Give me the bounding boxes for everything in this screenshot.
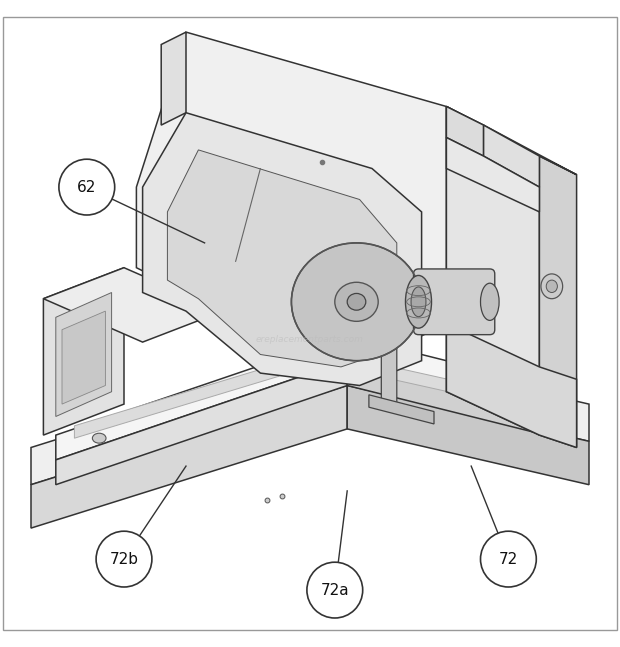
- Ellipse shape: [291, 243, 422, 360]
- Ellipse shape: [347, 294, 366, 310]
- Polygon shape: [43, 268, 124, 435]
- Polygon shape: [43, 268, 223, 342]
- Polygon shape: [446, 107, 539, 435]
- Polygon shape: [446, 324, 577, 448]
- Polygon shape: [484, 125, 539, 187]
- Polygon shape: [347, 386, 589, 485]
- Circle shape: [59, 159, 115, 215]
- Text: ereplacementparts.com: ereplacementparts.com: [256, 334, 364, 344]
- Circle shape: [480, 531, 536, 587]
- Polygon shape: [347, 360, 570, 441]
- Polygon shape: [539, 156, 577, 448]
- Polygon shape: [381, 296, 397, 407]
- Polygon shape: [74, 364, 279, 438]
- Polygon shape: [446, 107, 577, 175]
- Polygon shape: [56, 292, 112, 417]
- Polygon shape: [446, 138, 539, 212]
- Polygon shape: [56, 336, 570, 460]
- Polygon shape: [143, 113, 422, 386]
- Polygon shape: [167, 150, 397, 367]
- Ellipse shape: [411, 287, 426, 316]
- Polygon shape: [62, 311, 105, 404]
- Text: 72: 72: [498, 552, 518, 567]
- Circle shape: [307, 562, 363, 618]
- Polygon shape: [31, 348, 589, 485]
- Polygon shape: [322, 351, 546, 413]
- Text: 72a: 72a: [321, 582, 349, 598]
- Polygon shape: [446, 107, 484, 156]
- FancyBboxPatch shape: [414, 269, 495, 334]
- Polygon shape: [56, 360, 347, 485]
- Circle shape: [96, 531, 152, 587]
- Ellipse shape: [335, 282, 378, 322]
- Polygon shape: [369, 395, 434, 424]
- Ellipse shape: [541, 274, 563, 299]
- Ellipse shape: [480, 283, 499, 320]
- Ellipse shape: [92, 433, 106, 443]
- Text: 72b: 72b: [110, 552, 138, 567]
- Ellipse shape: [546, 280, 557, 292]
- Polygon shape: [136, 32, 446, 360]
- Polygon shape: [161, 32, 186, 125]
- Text: 62: 62: [77, 180, 97, 195]
- Ellipse shape: [405, 276, 432, 328]
- Polygon shape: [31, 386, 347, 528]
